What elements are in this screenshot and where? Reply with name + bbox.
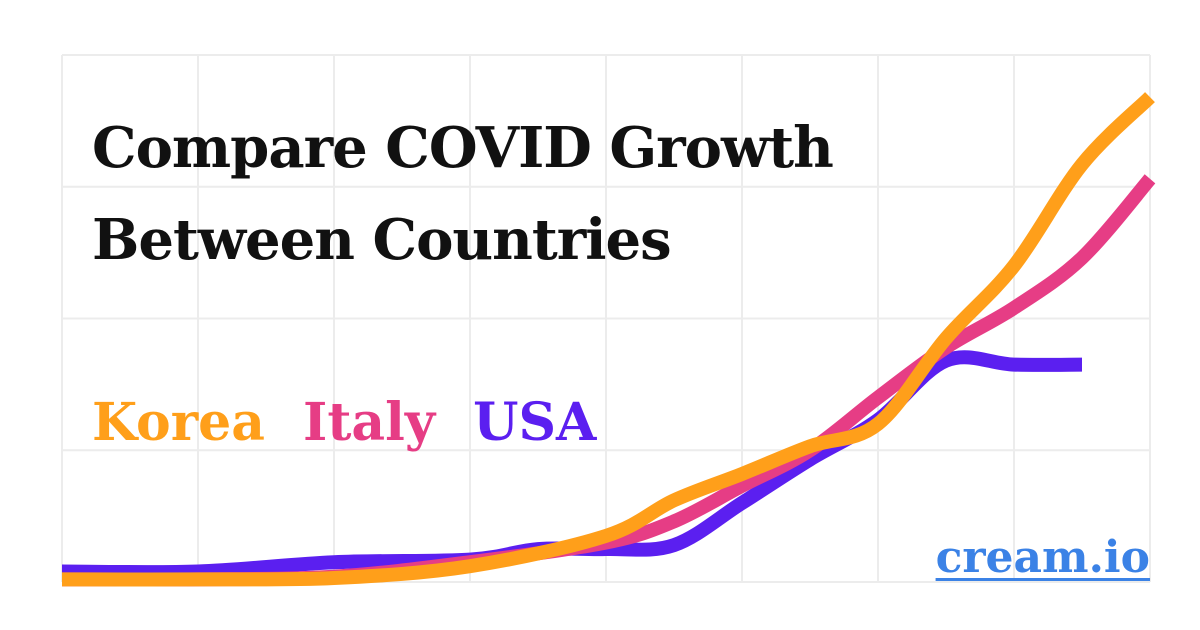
chart-grid bbox=[61, 54, 1151, 583]
brand-link[interactable]: cream.io bbox=[935, 532, 1150, 583]
legend-item-italy: Italy bbox=[303, 392, 436, 453]
page-title: Compare COVID Growth Between Countries bbox=[92, 102, 834, 286]
series-line-usa bbox=[61, 350, 1083, 580]
legend-item-korea: Korea bbox=[92, 392, 265, 453]
legend-item-usa: USA bbox=[473, 392, 597, 453]
chart-series bbox=[61, 92, 1156, 587]
series-line-korea bbox=[61, 92, 1155, 587]
title-line-1: Compare COVID Growth bbox=[92, 115, 834, 181]
title-line-2: Between Countries bbox=[92, 207, 672, 273]
chart-legend: Korea Italy USA bbox=[92, 388, 616, 458]
